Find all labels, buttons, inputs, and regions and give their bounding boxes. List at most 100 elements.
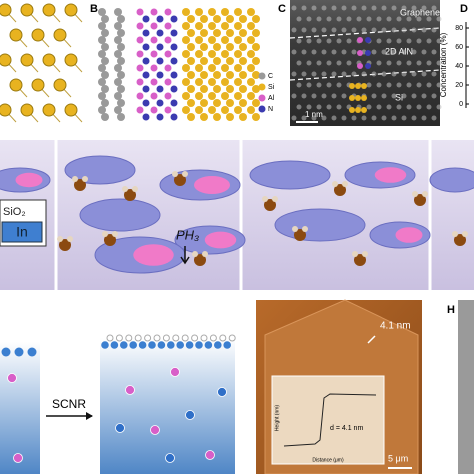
atom	[31, 78, 45, 92]
atom	[226, 43, 234, 51]
inset-axis-label: Height (nm)	[274, 405, 280, 431]
atom	[247, 78, 255, 86]
dopant	[185, 410, 195, 420]
atom	[150, 50, 158, 58]
atom-column	[326, 38, 332, 44]
atom	[156, 57, 164, 65]
atom	[170, 15, 178, 23]
atom-column	[386, 38, 392, 44]
atom	[195, 106, 203, 114]
atom-column	[321, 71, 327, 77]
atom	[64, 103, 78, 117]
atom-column	[416, 38, 422, 44]
atom	[101, 113, 109, 121]
atom	[170, 57, 178, 65]
hydrogen	[302, 226, 308, 232]
atom	[164, 50, 172, 58]
atom	[221, 78, 229, 86]
atom-column	[371, 71, 377, 77]
hydrogen	[462, 231, 468, 237]
atom-column	[401, 49, 407, 55]
atom	[208, 106, 216, 114]
atom	[252, 43, 260, 51]
atom	[357, 63, 363, 69]
molecule	[334, 184, 346, 196]
substrate-label: In	[16, 224, 28, 240]
atom	[53, 78, 67, 92]
atom-column	[381, 115, 387, 121]
atom-column	[306, 104, 312, 110]
atom-column	[386, 104, 392, 110]
atom	[195, 8, 203, 16]
atom	[247, 36, 255, 44]
atom-column	[351, 5, 357, 11]
atom	[138, 341, 147, 349]
atom	[200, 113, 208, 121]
legend-label: N	[268, 106, 273, 113]
atom-column	[381, 5, 387, 11]
atom-column	[381, 49, 387, 55]
atom	[20, 53, 34, 67]
atom	[247, 106, 255, 114]
atom	[182, 92, 190, 100]
atom	[164, 8, 172, 16]
arrow	[180, 246, 190, 265]
atom	[142, 57, 150, 65]
atom	[226, 113, 234, 121]
hydrogen	[422, 191, 428, 197]
atom	[200, 57, 208, 65]
atom-column	[361, 27, 367, 33]
atom	[195, 22, 203, 30]
atom-column	[411, 49, 417, 55]
atom-column	[306, 82, 312, 88]
atom	[98, 64, 106, 72]
atom	[98, 22, 106, 30]
atom-column	[431, 115, 437, 121]
atom-column	[301, 5, 307, 11]
atom-column	[396, 16, 402, 22]
atom	[213, 71, 221, 79]
atom-column	[316, 82, 322, 88]
atom-column	[291, 115, 297, 121]
indicator	[367, 335, 376, 344]
atom-column	[321, 49, 327, 55]
substrate-box	[0, 342, 40, 474]
atom-column	[291, 71, 297, 77]
atom	[0, 3, 12, 17]
atom	[0, 103, 12, 117]
atom	[136, 50, 144, 58]
atom	[162, 334, 170, 342]
atom	[239, 29, 247, 37]
tem-image	[458, 300, 474, 474]
atom	[98, 106, 106, 114]
atom-column	[336, 16, 342, 22]
atom	[200, 15, 208, 23]
atom	[252, 29, 260, 37]
hydrogen	[182, 171, 188, 177]
atom-column	[291, 5, 297, 11]
panel-label: D	[460, 3, 468, 15]
atom-column	[406, 38, 412, 44]
atom	[349, 95, 355, 101]
atom	[9, 28, 23, 42]
panel-label: B	[90, 3, 98, 15]
atom-column	[331, 49, 337, 55]
atom	[247, 92, 255, 100]
atom	[170, 85, 178, 93]
atom-column	[326, 16, 332, 22]
atom-column	[386, 82, 392, 88]
atom	[156, 43, 164, 51]
atom-column	[311, 5, 317, 11]
atom	[365, 37, 371, 43]
atom	[252, 15, 260, 23]
hydrogen	[292, 226, 298, 232]
layer-label: Graphene	[400, 7, 440, 17]
atom-column	[321, 115, 327, 121]
atom	[157, 341, 166, 349]
atom	[42, 103, 56, 117]
atom-column	[371, 27, 377, 33]
atom	[239, 15, 247, 23]
atom-column	[296, 104, 302, 110]
panel-b: B C Si Al N	[90, 3, 275, 121]
atom-column	[436, 16, 442, 22]
